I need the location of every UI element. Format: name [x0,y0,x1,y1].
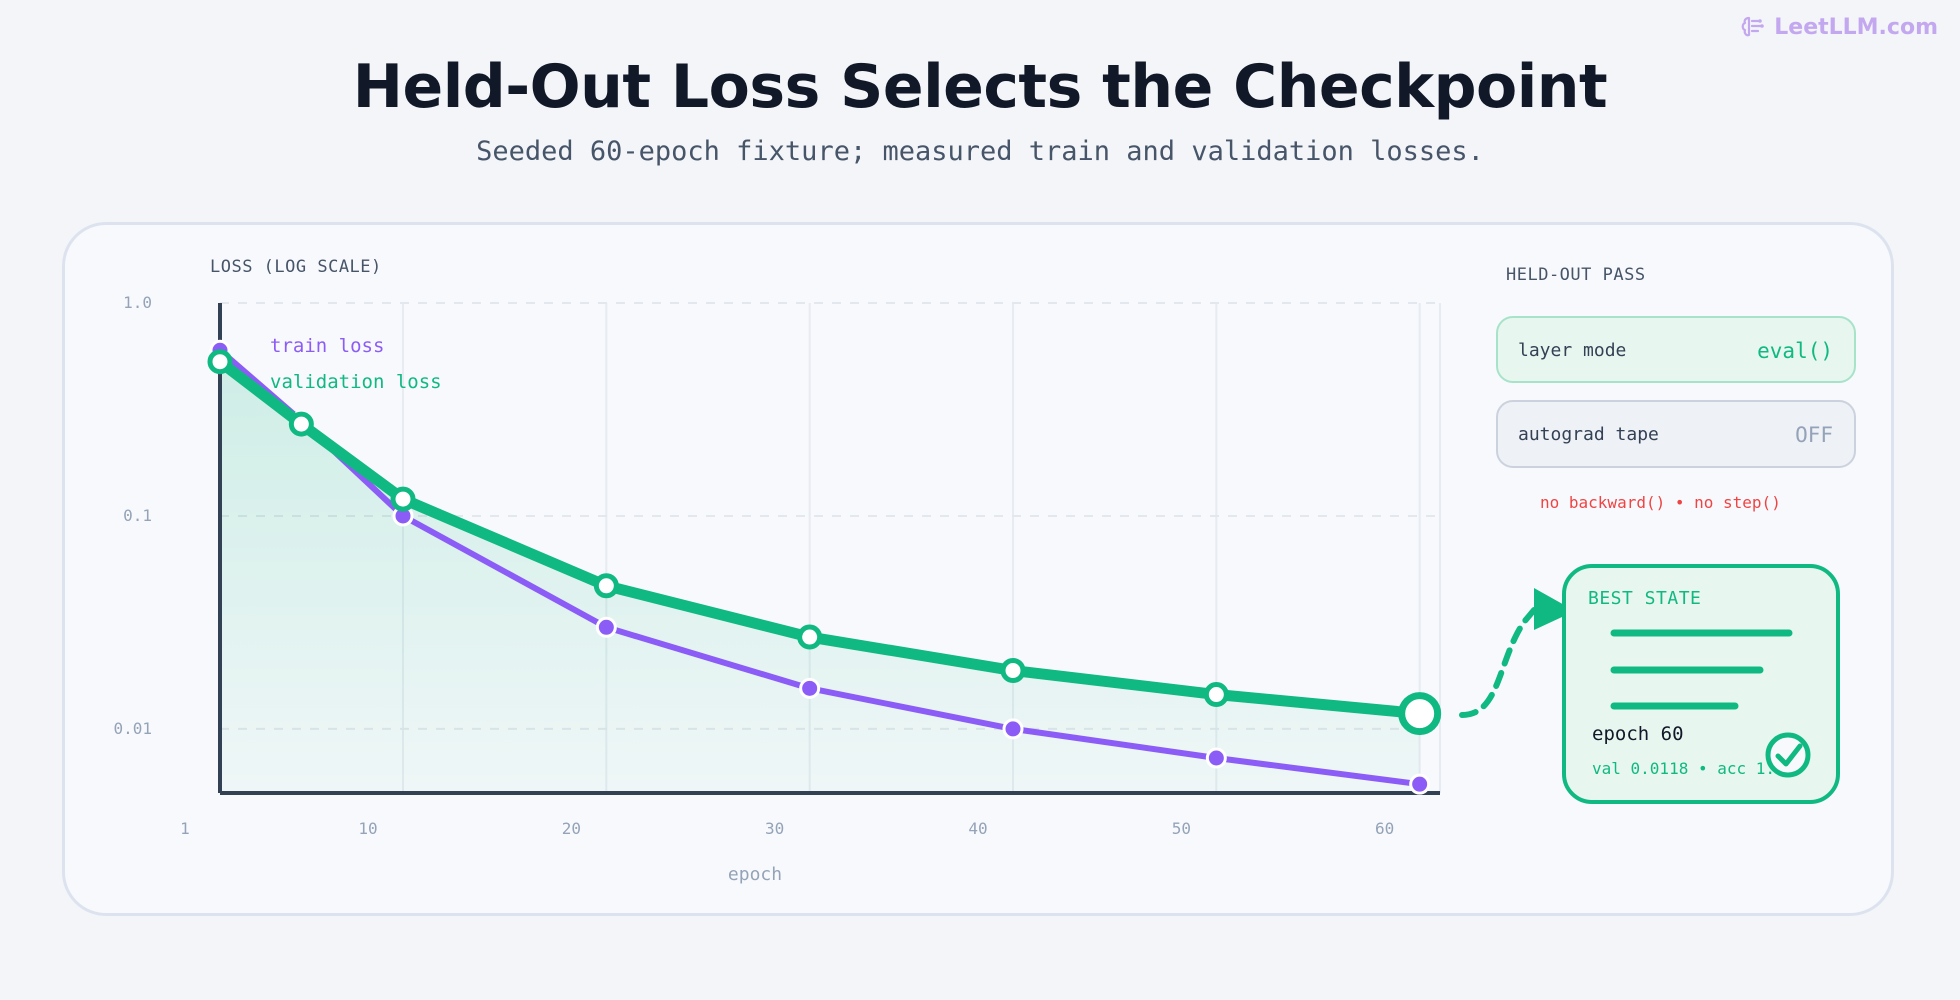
validation-area [220,361,1420,793]
heldout-heading: HELD-OUT PASS [1506,265,1646,285]
page-subtitle: Seeded 60-epoch fixture; measured train … [476,136,1484,167]
validation-loss-point [390,486,416,512]
train-loss-point [799,677,821,699]
x-tick-label: 60 [1375,819,1394,838]
best-state-connector [1459,607,1537,718]
layer-mode-value: eval() [1757,339,1833,363]
layer-mode-label: layer mode [1518,340,1626,361]
validation-loss-point [207,349,233,375]
brain-icon [1741,16,1765,37]
x-tick-label: 20 [562,819,581,838]
heldout-pass-section: HELD-OUT PASS layer mode eval() autograd… [1496,265,1856,512]
validation-loss-point [1000,658,1026,684]
validation-loss-point [593,573,619,599]
y-tick-label: 1.0 [123,293,152,312]
brand-name: LeetLLM.com [1774,14,1938,40]
x-tick-label: 30 [765,819,784,838]
x-tick-label: 10 [358,819,377,838]
autograd-card: autograd tape OFF [1496,400,1856,468]
check-circle-icon [1765,732,1811,778]
validation-loss-point [1203,682,1229,708]
best-state-metrics: val 0.0118 • acc 1.0 [1592,759,1785,778]
brand[interactable]: LeetLLM.com [1740,14,1938,40]
train-loss-point [1409,773,1431,795]
best-validation-point [1398,692,1442,736]
y-axis-label: LOSS (LOG SCALE) [210,257,382,277]
train-loss-point [1205,747,1227,769]
legend-validation-label: validation loss [270,371,442,393]
layer-mode-card: layer mode eval() [1496,316,1856,383]
no-backward-warning: no backward() • no step() [1540,493,1781,512]
x-tick-label: 40 [968,819,987,838]
validation-loss-line [214,356,1426,720]
validation-loss-point [288,411,314,437]
connector-arrowhead [1534,588,1575,630]
page-title: Held-Out Loss Selects the Checkpoint [352,52,1608,122]
best-state-heading: BEST STATE [1588,588,1701,609]
x-tick-label: 50 [1172,819,1191,838]
autograd-value: OFF [1795,423,1833,447]
best-state-epoch: epoch 60 [1592,723,1684,745]
train-loss-point [1002,718,1024,740]
best-state-card: BEST STATE epoch 60 val 0.0118 • acc 1.0 [1562,564,1840,804]
y-tick-label: 0.1 [123,506,152,525]
validation-loss-point [797,624,823,650]
autograd-label: autograd tape [1518,424,1659,445]
train-loss-point [595,616,617,638]
legend-train-label: train loss [270,335,384,357]
x-tick-label: 1 [180,819,190,838]
x-axis-label: epoch [728,864,782,885]
y-tick-label: 0.01 [113,719,152,738]
